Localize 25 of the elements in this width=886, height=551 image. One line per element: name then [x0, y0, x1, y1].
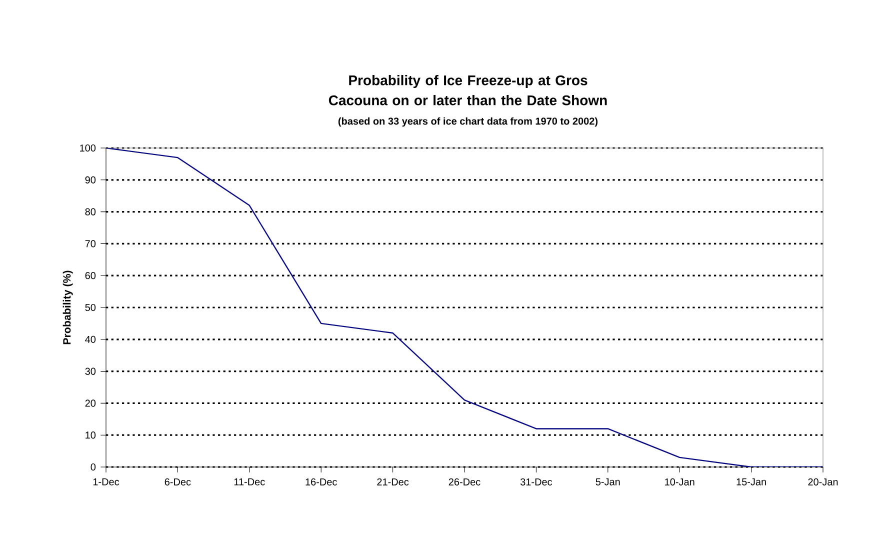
y-axis-title: Probability (%) [62, 270, 73, 344]
x-tick-label: 15-Jan [736, 478, 766, 486]
x-tick-label: 1-Dec [93, 478, 120, 486]
y-tick-label: 90 [85, 176, 96, 184]
x-tick-label: 31-Dec [520, 478, 552, 486]
y-tick-label: 100 [80, 144, 96, 152]
y-tick-label: 40 [85, 336, 96, 343]
y-tick-label: 60 [85, 272, 96, 280]
x-tick-label: 10-Jan [665, 478, 694, 486]
chart-subtitle: (based on 33 years of ice chart data from 1970 to 2002) [338, 117, 598, 127]
y-tick-label: 50 [85, 304, 96, 312]
x-tick-label: 20-Jan [808, 478, 838, 486]
x-tick-label: 5-Jan [596, 478, 620, 486]
x-tick-label: 11-Dec [234, 478, 265, 486]
y-tick-label: 30 [85, 368, 96, 375]
chart-title: Probability of Ice Freeze-up at Gros Cacouna on or later than the Date Shown [328, 75, 607, 106]
x-tick-label: 26-Dec [448, 478, 480, 486]
x-tick-label: 6-Dec [164, 478, 191, 486]
y-tick-label: 10 [86, 432, 96, 439]
x-tick-label: 16-Dec [306, 478, 337, 486]
y-tick-label: 70 [85, 240, 96, 248]
y-tick-label: 80 [85, 208, 96, 216]
y-tick-label: 0 [90, 463, 96, 471]
x-tick-label: 21-Dec [377, 478, 409, 486]
y-tick-label: 20 [85, 400, 96, 407]
